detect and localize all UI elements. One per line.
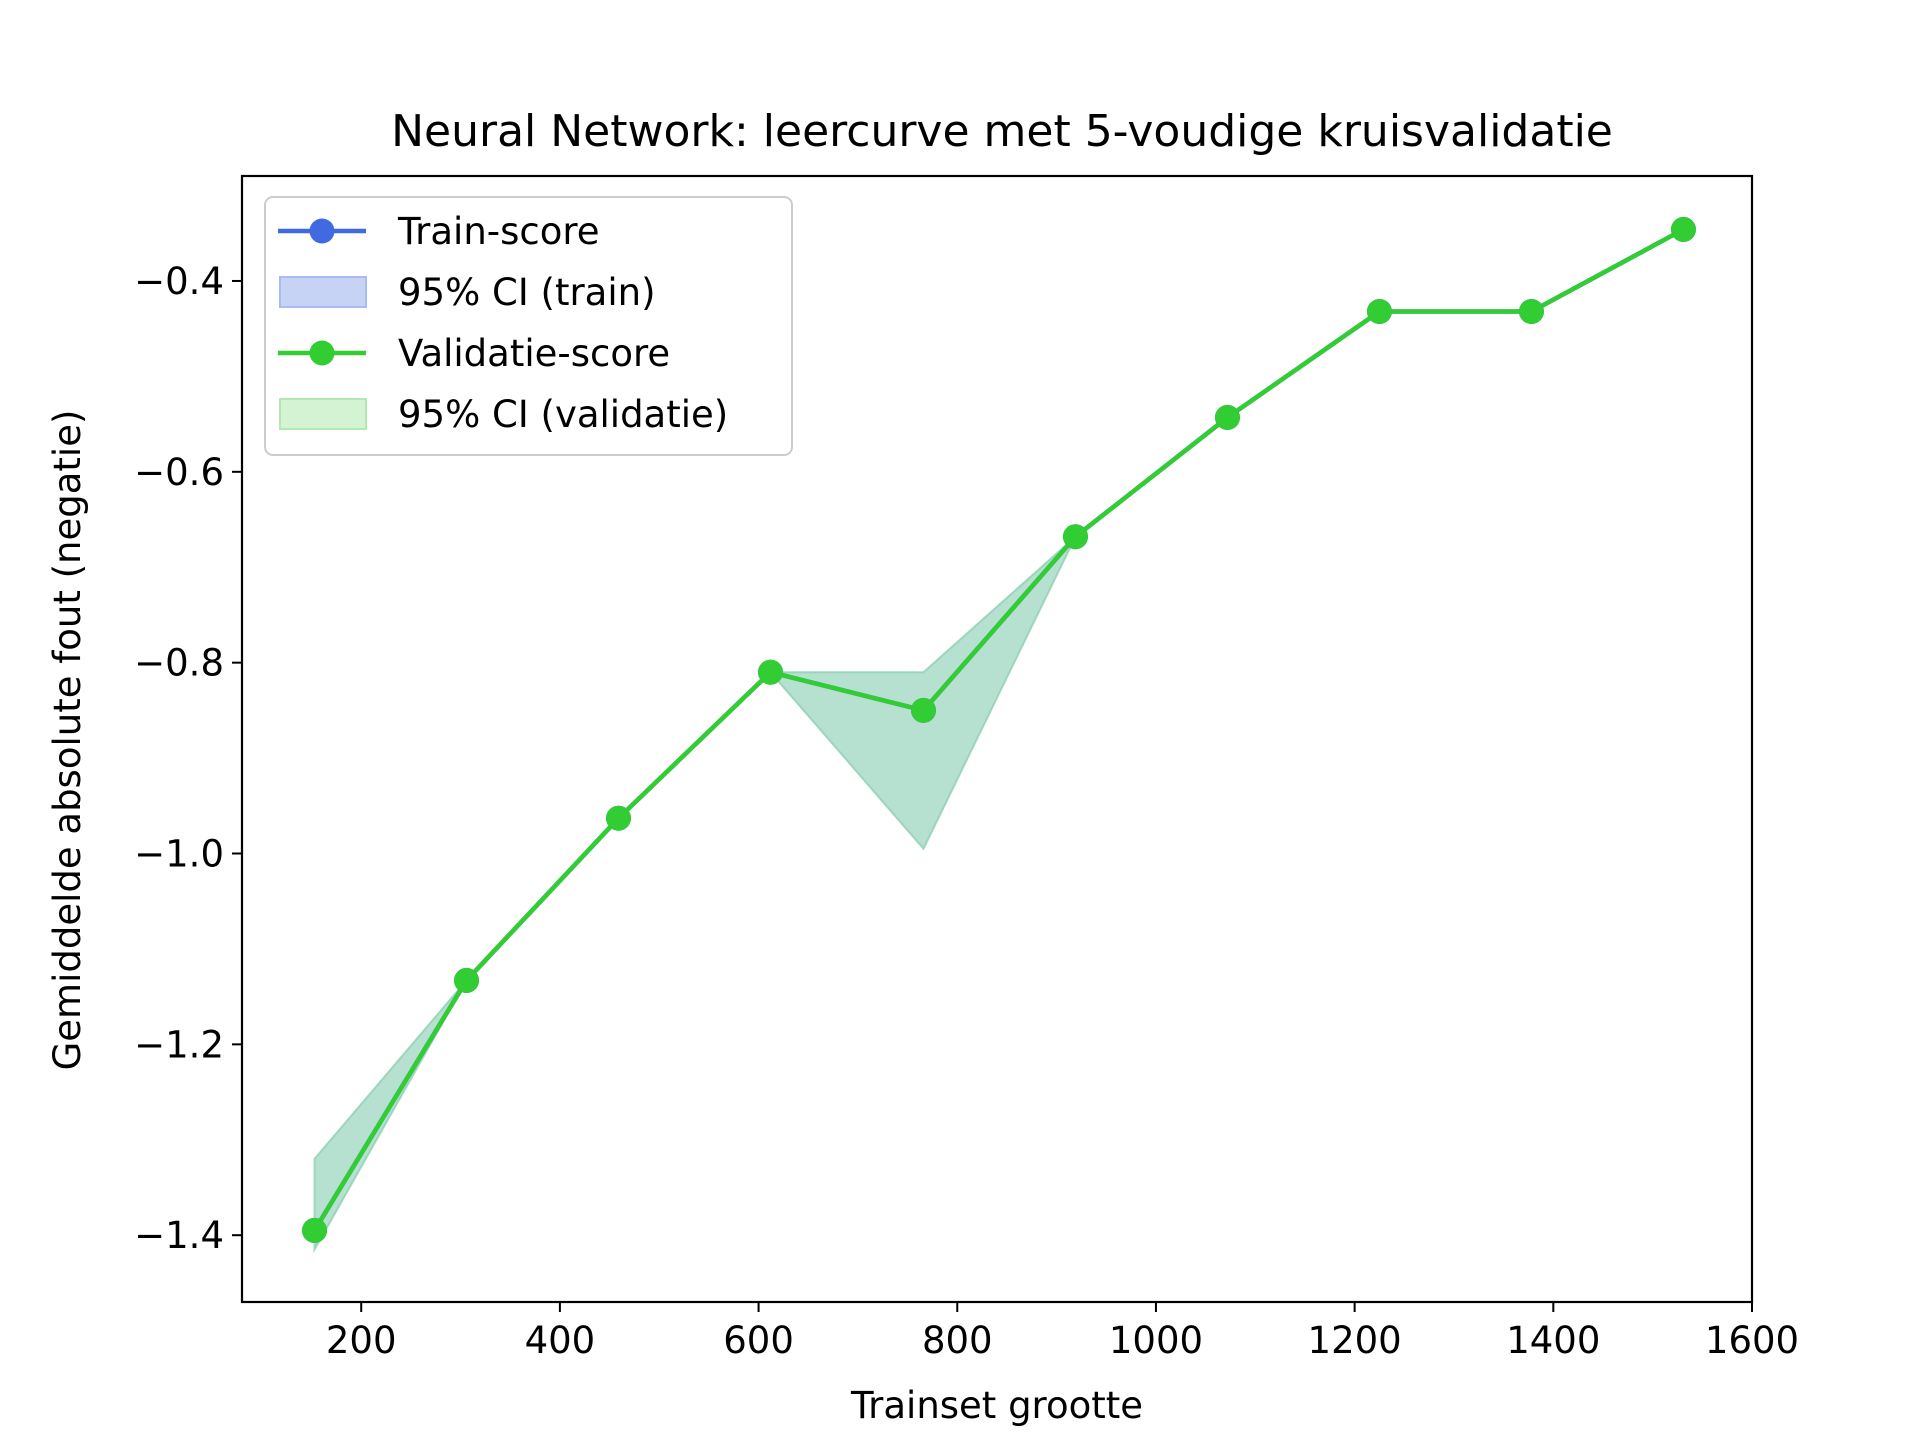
chart-title: Neural Network: leercurve met 5-voudige …	[391, 106, 1613, 157]
legend-label: Train-score	[397, 210, 600, 253]
x-tick-label: 1200	[1308, 1319, 1402, 1362]
y-tick-label: −0.6	[134, 451, 224, 494]
validation-score-point	[1518, 299, 1544, 325]
x-axis-label: Trainset grootte	[850, 1384, 1143, 1427]
x-tick-label: 1000	[1109, 1319, 1203, 1362]
legend-patch-swatch	[279, 276, 367, 308]
y-tick-label: −1.2	[134, 1023, 224, 1066]
validation-score-point	[606, 805, 632, 831]
validation-score-point	[758, 659, 783, 685]
validation-score-point	[1366, 299, 1392, 325]
axes-frame	[240, 174, 1754, 1304]
series-markers	[302, 216, 1696, 1243]
x-tick-label: 800	[922, 1319, 993, 1362]
legend-box	[264, 196, 793, 456]
x-tick-label: 1400	[1506, 1319, 1600, 1362]
x-tick-label: 600	[723, 1319, 794, 1362]
y-tick-label: −0.4	[134, 260, 224, 303]
y-tick-label: −1.0	[134, 833, 224, 876]
x-tick-label: 200	[326, 1319, 397, 1362]
y-axis-label: Gemiddelde absolute fout (negatie)	[46, 410, 89, 1071]
series-lines	[312, 227, 1685, 1232]
x-axis-ticks: 200 400 600 800 1000 1200 1400 1600	[326, 1302, 1799, 1362]
y-axis-ticks: −1.4 −1.2 −1.0 −0.8 −0.6 −0.4	[134, 260, 242, 1257]
legend: Train-score 95% CI (train) Validatie-score…	[264, 196, 793, 456]
legend-patch-swatch	[279, 398, 367, 430]
legend-marker-swatch	[309, 340, 335, 366]
plot-area	[302, 216, 1696, 1254]
validation-score-line	[312, 227, 1685, 1232]
validation-score-point	[454, 967, 480, 993]
legend-label: Validatie-score	[398, 332, 670, 375]
validation-score-point	[1670, 216, 1696, 242]
validation-score-point	[302, 1217, 328, 1243]
y-tick-label: −1.4	[134, 1214, 224, 1257]
validation-score-point	[1062, 524, 1088, 550]
validation-score-point	[910, 697, 936, 723]
legend-label: 95% CI (train)	[398, 271, 656, 314]
legend-marker-swatch	[309, 218, 335, 244]
x-tick-label: 1600	[1705, 1319, 1799, 1362]
y-tick-label: −0.8	[134, 642, 224, 685]
validation-score-point	[1214, 404, 1240, 430]
x-tick-label: 400	[525, 1319, 596, 1362]
legend-label: 95% CI (validatie)	[398, 393, 728, 436]
